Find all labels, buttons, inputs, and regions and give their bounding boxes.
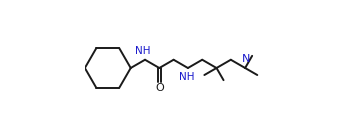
Text: NH: NH xyxy=(179,72,195,82)
Text: O: O xyxy=(155,83,164,93)
Text: NH: NH xyxy=(135,46,151,56)
Text: N: N xyxy=(242,54,250,64)
